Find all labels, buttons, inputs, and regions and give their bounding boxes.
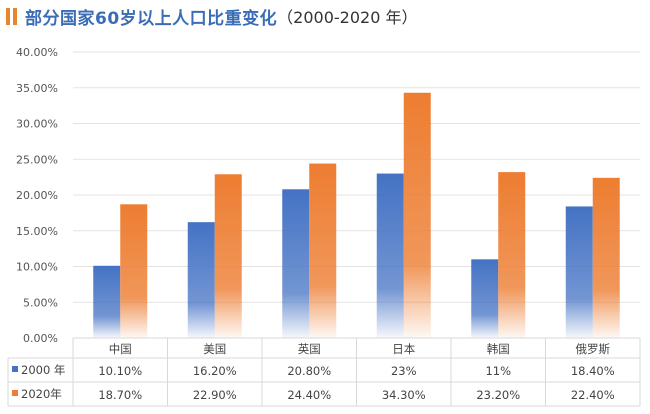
y-tick-label: 5.00% <box>23 296 58 309</box>
title-suffix: （2000-2020 年） <box>277 8 418 27</box>
category-label: 俄罗斯 <box>576 342 611 356</box>
chart-title: 部分国家60岁以上人口比重变化 （2000-2020 年） <box>6 4 418 29</box>
category-label: 英国 <box>298 342 321 356</box>
title-main: 部分国家60岁以上人口比重变化 <box>25 8 278 29</box>
y-tick-label: 35.00% <box>16 82 58 95</box>
bar-2000 <box>187 222 215 338</box>
title-mark-icon <box>13 7 17 25</box>
category-label: 韩国 <box>487 342 510 356</box>
y-tick-label: 0.00% <box>23 332 58 345</box>
y-tick-label: 25.00% <box>16 153 58 166</box>
y-tick-label: 10.00% <box>16 261 58 274</box>
bar-2000 <box>282 189 310 338</box>
legend-label: 2020年 <box>21 387 62 401</box>
bar-2000 <box>471 259 499 338</box>
legend-swatch-icon <box>12 366 18 372</box>
category-label: 日本 <box>392 342 415 356</box>
bar-2000 <box>565 206 593 338</box>
data-label: 34.30% <box>382 388 426 402</box>
data-label: 16.20% <box>193 364 237 378</box>
category-label: 美国 <box>203 342 226 356</box>
data-label: 24.40% <box>287 388 331 402</box>
legend-swatch-icon <box>12 390 18 396</box>
bar-2020 <box>403 92 431 338</box>
data-label: 18.70% <box>98 388 142 402</box>
data-label: 23.20% <box>476 388 520 402</box>
data-label: 10.10% <box>98 364 142 378</box>
data-label: 18.40% <box>571 364 615 378</box>
title-mark-icon <box>6 7 10 25</box>
y-tick-label: 15.00% <box>16 225 58 238</box>
y-tick-label: 40.00% <box>16 46 58 59</box>
bar-2020 <box>309 163 337 338</box>
bar-2020 <box>214 174 242 338</box>
legend-label: 2000 年 <box>21 363 65 377</box>
y-tick-label: 30.00% <box>16 118 58 131</box>
category-label: 中国 <box>109 342 132 356</box>
data-label: 22.40% <box>571 388 615 402</box>
bar-2000 <box>376 173 404 338</box>
y-tick-label: 20.00% <box>16 189 58 202</box>
bar-2000 <box>93 265 121 338</box>
data-label: 11% <box>485 364 511 378</box>
data-label: 22.90% <box>193 388 237 402</box>
bar-2020 <box>120 204 148 338</box>
data-label: 20.80% <box>287 364 331 378</box>
data-label: 23% <box>391 364 417 378</box>
bar-2020 <box>592 177 620 338</box>
bar-2020 <box>498 172 526 338</box>
